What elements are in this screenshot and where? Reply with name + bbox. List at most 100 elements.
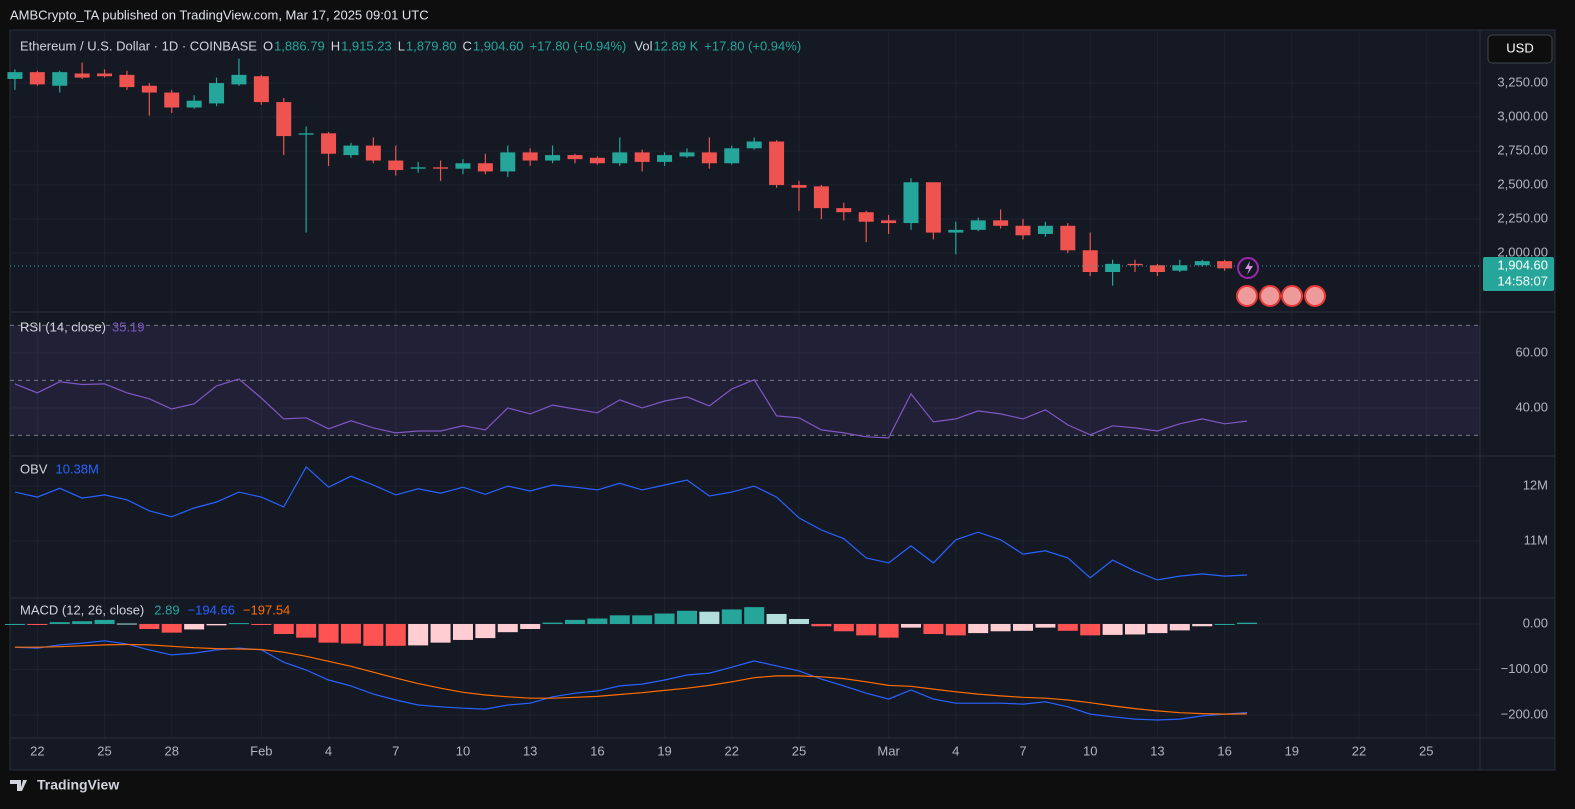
macd-histogram-bar — [878, 623, 899, 638]
x-tick-label: 4 — [952, 743, 959, 758]
ohlc-key: H — [331, 38, 340, 53]
candle-body — [522, 152, 538, 161]
macd-histogram-bar — [699, 611, 720, 624]
macd-histogram-bar — [856, 623, 877, 636]
candle-body — [970, 220, 986, 230]
rsi-line — [14, 378, 1248, 439]
macd-histogram-bar — [676, 610, 697, 624]
x-tick-label: 25 — [97, 743, 111, 758]
macd-histogram-bar — [1192, 623, 1213, 627]
candle-body — [545, 155, 561, 161]
candle-body — [746, 141, 762, 149]
macd-histogram-bar — [408, 623, 429, 646]
macd-histogram-bar — [430, 623, 451, 643]
usd-label[interactable]: USD — [1506, 40, 1533, 55]
macd-histogram-bar — [497, 623, 518, 633]
macd-histogram-bar — [654, 613, 675, 624]
y-tick-label: 3,250.00 — [1497, 74, 1548, 89]
x-tick-label: 16 — [590, 743, 604, 758]
x-tick-label: 22 — [1352, 743, 1366, 758]
candle-body — [29, 72, 45, 85]
macd-histogram-bar — [251, 623, 272, 625]
macd-histogram-bar — [1147, 623, 1168, 634]
candle-body — [769, 141, 785, 186]
rsi-value: 35.19 — [112, 319, 145, 334]
candle-body — [1127, 263, 1143, 266]
usd-button-box[interactable] — [1487, 34, 1553, 64]
x-tick-label: 7 — [1019, 743, 1026, 758]
macd-histogram-bar — [184, 623, 205, 630]
macd-histogram-bar — [72, 621, 93, 624]
obv-title: OBV — [20, 461, 48, 476]
macd-histogram-bar — [296, 623, 317, 638]
flag-icon[interactable] — [1304, 285, 1326, 307]
macd-histogram-bar — [4, 623, 25, 625]
macd-histogram-bar — [340, 623, 361, 644]
flag-icon[interactable] — [1259, 285, 1281, 307]
macd-histogram-bar — [542, 622, 563, 624]
macd-histogram-bar — [609, 615, 630, 624]
y-tick-label: 40.00 — [1515, 399, 1548, 414]
macd-histogram-bar — [744, 607, 765, 624]
macd-histogram-bar — [811, 623, 832, 627]
macd-histogram-bar — [587, 618, 608, 624]
candle-body — [858, 212, 874, 222]
candle-body — [74, 73, 90, 78]
candle-body — [141, 85, 157, 93]
flag-icon[interactable] — [1281, 285, 1303, 307]
macd-histogram-bar — [520, 623, 541, 629]
macd-histogram-bar — [385, 623, 406, 646]
candle-body — [948, 229, 964, 233]
macd-histogram-bar — [833, 623, 854, 632]
y-tick-label: 12M — [1523, 478, 1548, 493]
macd-histogram-bar — [49, 622, 70, 624]
candle-body — [209, 83, 225, 104]
usd-button[interactable]: USD — [1487, 34, 1553, 64]
x-tick-label: 25 — [1419, 743, 1433, 758]
y-tick-label: 11M — [1524, 532, 1548, 547]
candle-body — [388, 160, 404, 171]
candle-body — [903, 182, 919, 224]
candle-body — [993, 220, 1009, 226]
candle-body — [164, 92, 180, 108]
candle-body — [813, 186, 829, 209]
candle-body — [7, 72, 23, 79]
macd-histogram-bar — [116, 623, 137, 625]
histogram-value: 2.89 — [154, 602, 179, 617]
ohlc-key: L — [398, 38, 405, 53]
macd-histogram-bar — [206, 623, 227, 626]
x-tick-label: Mar — [877, 743, 900, 758]
y-tick-label: −200.00 — [1501, 706, 1548, 721]
macd-histogram-bar — [632, 615, 653, 624]
candle-body — [276, 102, 292, 137]
candle-body — [679, 152, 695, 157]
signal-value: −197.54 — [243, 602, 290, 617]
x-tick-label: 13 — [523, 743, 537, 758]
rsi-title: RSI (14, close) — [20, 319, 106, 334]
ohlc-key: O — [263, 38, 273, 53]
macd-histogram-bar — [273, 623, 294, 635]
candle-body — [724, 148, 740, 164]
x-tick-label: 22 — [30, 743, 44, 758]
macd-histogram-bar — [161, 623, 182, 633]
x-tick-label: 4 — [325, 743, 332, 758]
last-price-box — [1483, 256, 1554, 291]
candle-body — [52, 72, 68, 86]
countdown-label: 14:58:07 — [1497, 273, 1548, 288]
x-tick-label: 22 — [725, 743, 739, 758]
macd-value: −194.66 — [188, 602, 235, 617]
candle-body — [1037, 225, 1053, 234]
candle-body — [1149, 265, 1165, 273]
candle-body — [701, 152, 717, 164]
candle-body — [455, 163, 471, 169]
x-tick-label: 13 — [1150, 743, 1164, 758]
tv-logo-mark — [10, 780, 27, 791]
flag-icon[interactable] — [1236, 285, 1258, 307]
candle-body — [343, 145, 359, 156]
candle-body — [1217, 261, 1233, 269]
brand: TradingView — [37, 777, 119, 793]
candle-body — [881, 220, 897, 224]
y-tick-label: 2,500.00 — [1497, 176, 1548, 191]
signal-line — [14, 643, 1248, 715]
